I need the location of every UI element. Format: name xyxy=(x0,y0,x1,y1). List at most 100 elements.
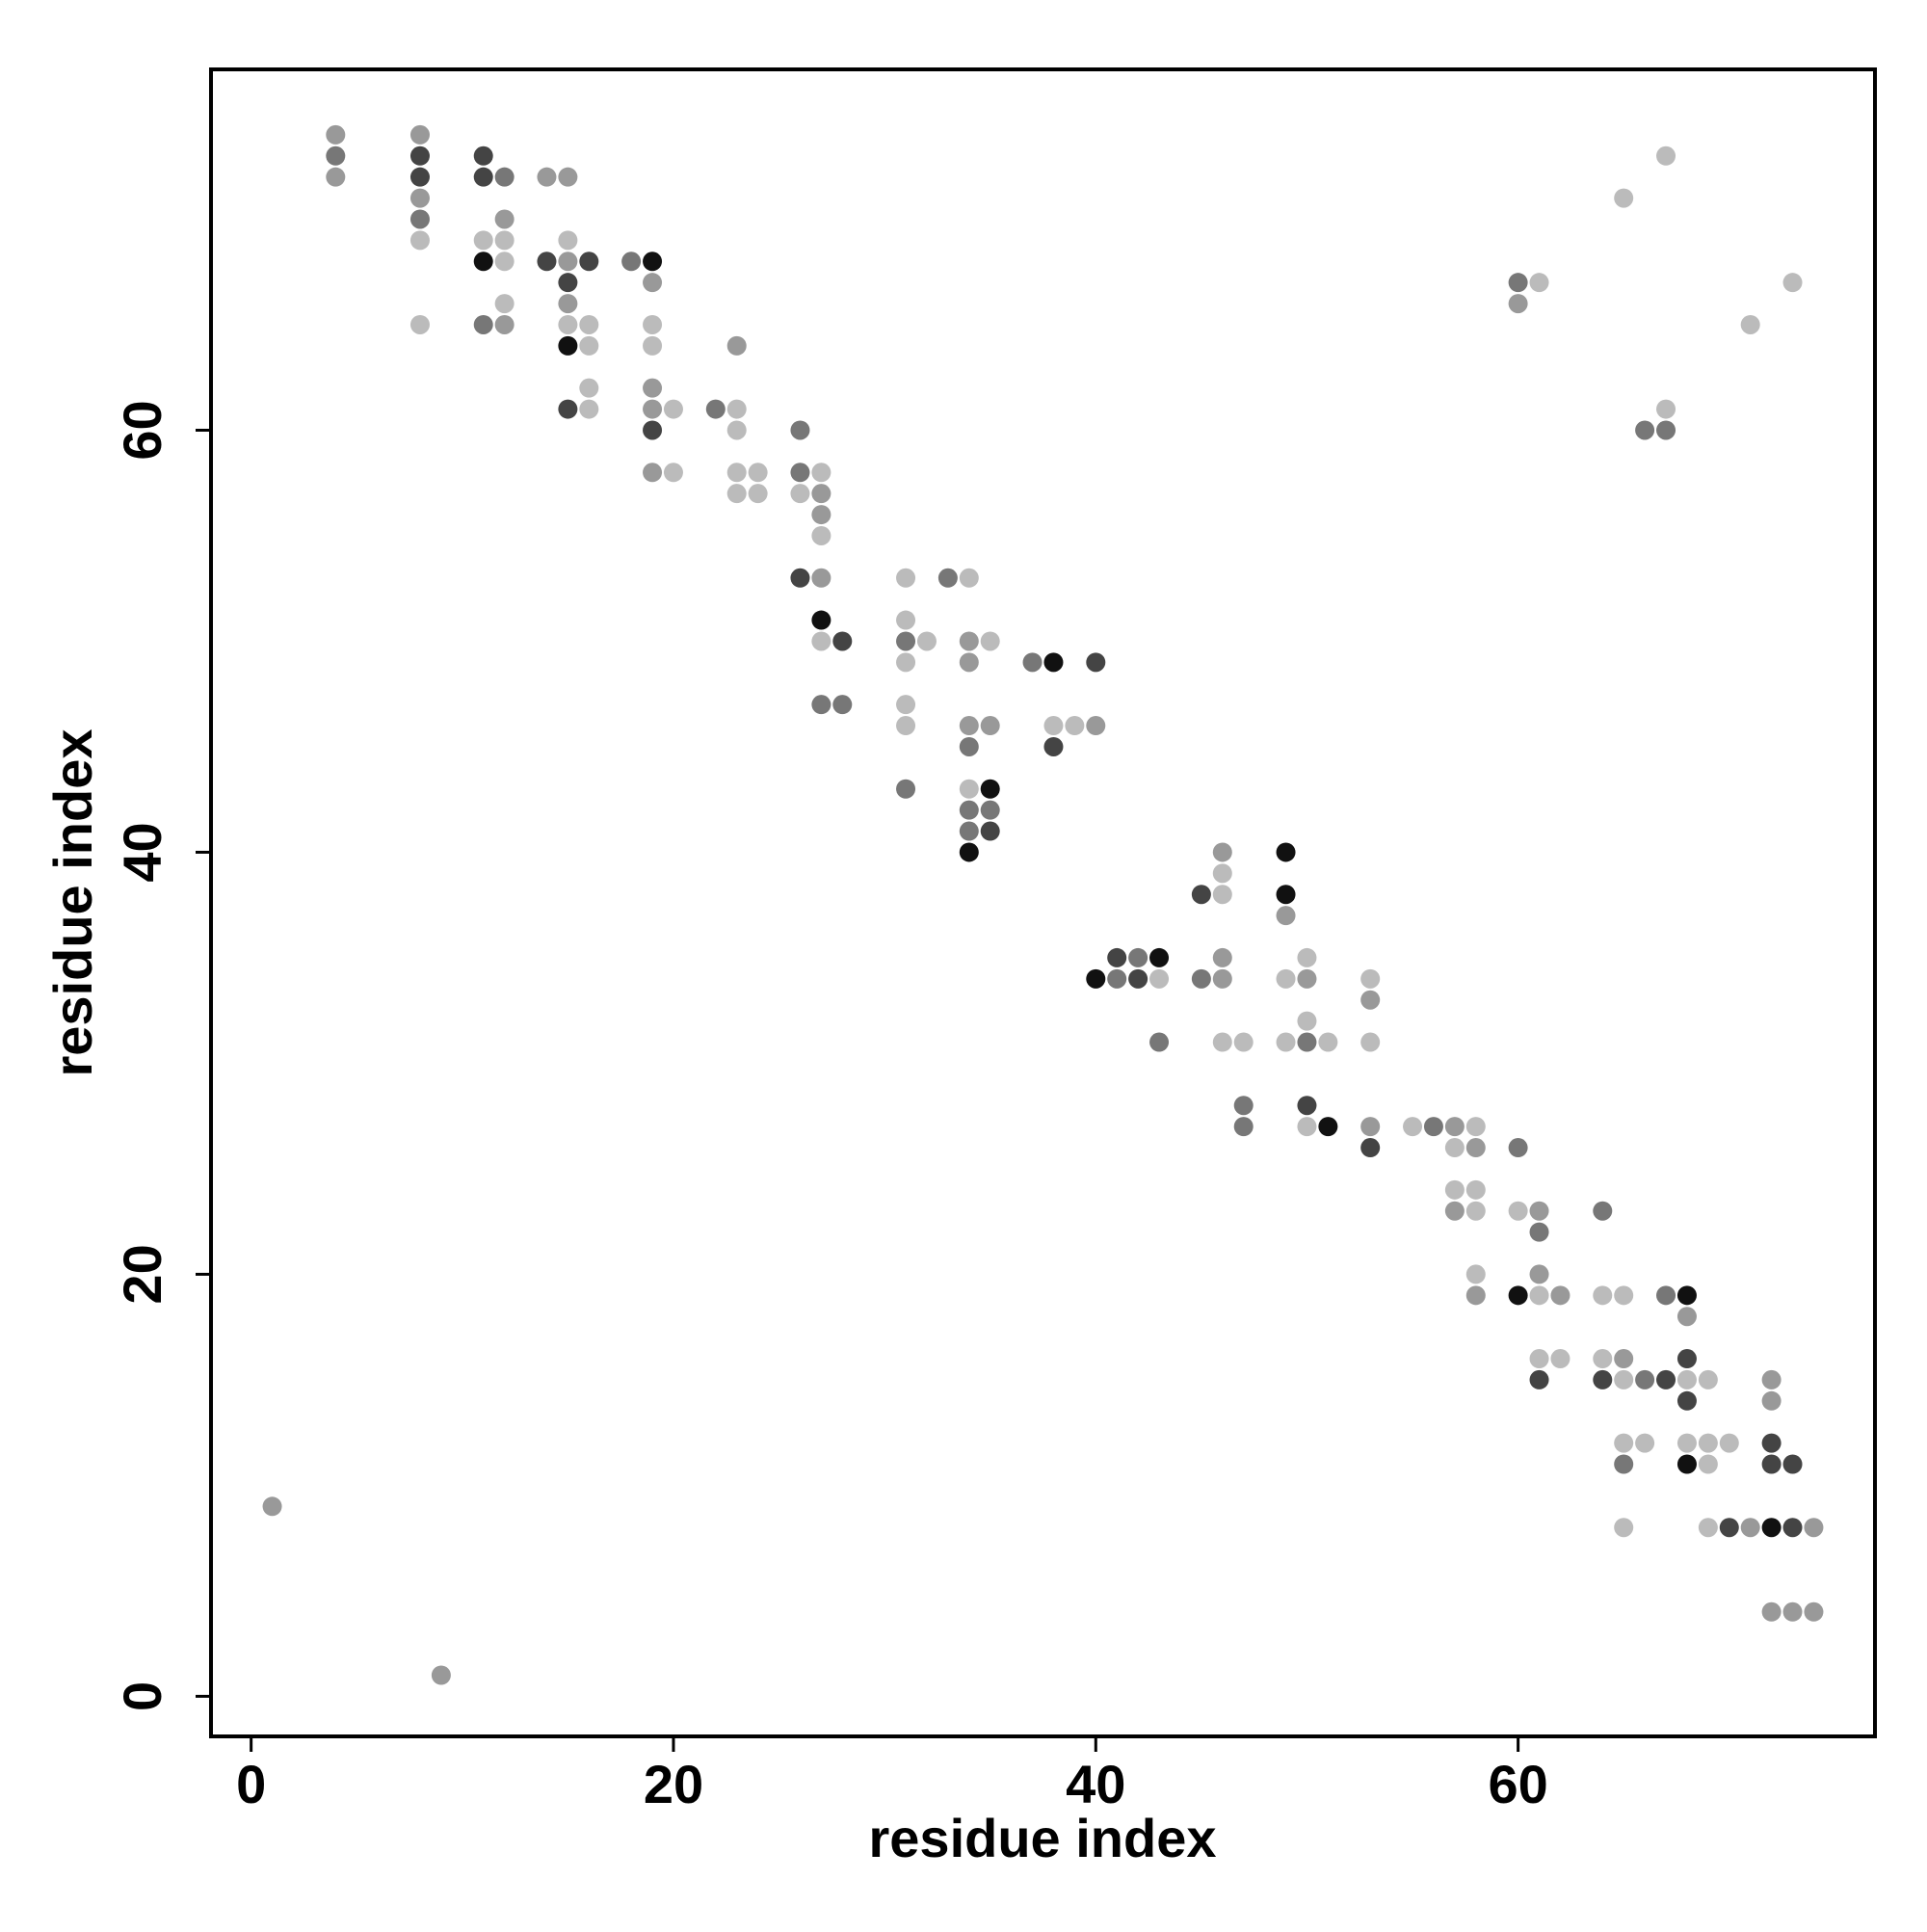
point xyxy=(1593,1285,1613,1306)
point xyxy=(1719,1518,1739,1538)
point xyxy=(1676,1390,1697,1411)
point xyxy=(811,631,832,651)
point xyxy=(494,251,515,272)
point xyxy=(916,631,937,651)
point xyxy=(1698,1369,1718,1389)
point xyxy=(326,146,346,166)
point xyxy=(1614,188,1634,208)
point xyxy=(1360,1117,1381,1137)
point xyxy=(1360,968,1381,989)
point xyxy=(790,568,810,588)
point xyxy=(811,568,832,588)
point xyxy=(409,146,430,166)
point xyxy=(811,484,832,504)
point xyxy=(409,314,430,334)
point xyxy=(959,821,979,841)
point xyxy=(1761,1601,1782,1622)
point xyxy=(1465,1179,1486,1200)
point xyxy=(1614,1454,1634,1474)
y-axis-title: residue index xyxy=(42,728,103,1076)
point xyxy=(1676,1307,1697,1327)
x-tick-label: 0 xyxy=(236,1754,266,1814)
point xyxy=(537,251,557,272)
point xyxy=(790,463,810,483)
point xyxy=(579,378,599,398)
point xyxy=(1297,968,1317,989)
point xyxy=(896,610,916,630)
point xyxy=(1276,906,1296,926)
point xyxy=(896,652,916,673)
y-tick-label: 20 xyxy=(112,1244,172,1304)
point xyxy=(726,335,747,356)
point xyxy=(579,251,599,272)
point xyxy=(832,631,853,651)
point xyxy=(1529,1369,1549,1389)
point xyxy=(643,420,663,440)
point xyxy=(1614,1369,1634,1389)
point xyxy=(1614,1433,1634,1453)
point xyxy=(1804,1518,1824,1538)
point xyxy=(1065,716,1085,736)
point xyxy=(558,314,578,334)
point xyxy=(1529,1285,1549,1306)
point xyxy=(726,399,747,419)
y-tick-label: 60 xyxy=(112,400,172,460)
point xyxy=(643,463,663,483)
point xyxy=(1698,1433,1718,1453)
point xyxy=(1444,1201,1465,1221)
point xyxy=(1698,1454,1718,1474)
point xyxy=(1635,1433,1655,1453)
point xyxy=(1233,1117,1254,1137)
point xyxy=(1529,1222,1549,1242)
point xyxy=(1740,1518,1760,1538)
point xyxy=(1761,1390,1782,1411)
point xyxy=(579,399,599,419)
point xyxy=(811,463,832,483)
point xyxy=(1444,1179,1465,1200)
point xyxy=(494,209,515,229)
point xyxy=(811,505,832,525)
point xyxy=(1529,1201,1549,1221)
point xyxy=(1086,716,1106,736)
point xyxy=(705,399,726,419)
point xyxy=(494,314,515,334)
point xyxy=(1444,1138,1465,1158)
point xyxy=(1550,1285,1571,1306)
point xyxy=(1276,1032,1296,1052)
point xyxy=(959,631,979,651)
point xyxy=(1740,314,1760,334)
point xyxy=(1593,1349,1613,1369)
point xyxy=(1128,968,1148,989)
point xyxy=(643,399,663,419)
point xyxy=(409,124,430,145)
point xyxy=(1782,1454,1803,1474)
point xyxy=(1593,1369,1613,1389)
point xyxy=(1676,1369,1697,1389)
point xyxy=(959,716,979,736)
point xyxy=(326,167,346,187)
point xyxy=(1022,652,1043,673)
point xyxy=(621,251,642,272)
point xyxy=(1297,1011,1317,1031)
point xyxy=(896,631,916,651)
point xyxy=(811,525,832,545)
point xyxy=(726,484,747,504)
point xyxy=(896,716,916,736)
point xyxy=(537,167,557,187)
point xyxy=(1212,842,1232,862)
point xyxy=(1318,1117,1338,1137)
point xyxy=(1508,1138,1528,1158)
point xyxy=(1086,652,1106,673)
point xyxy=(1423,1117,1443,1137)
point xyxy=(1761,1433,1782,1453)
point xyxy=(1191,968,1211,989)
point xyxy=(262,1496,282,1517)
point xyxy=(1276,842,1296,862)
point xyxy=(1465,1117,1486,1137)
point xyxy=(1529,273,1549,293)
point xyxy=(748,463,768,483)
point xyxy=(896,695,916,715)
point xyxy=(1508,1285,1528,1306)
point xyxy=(980,779,1000,799)
